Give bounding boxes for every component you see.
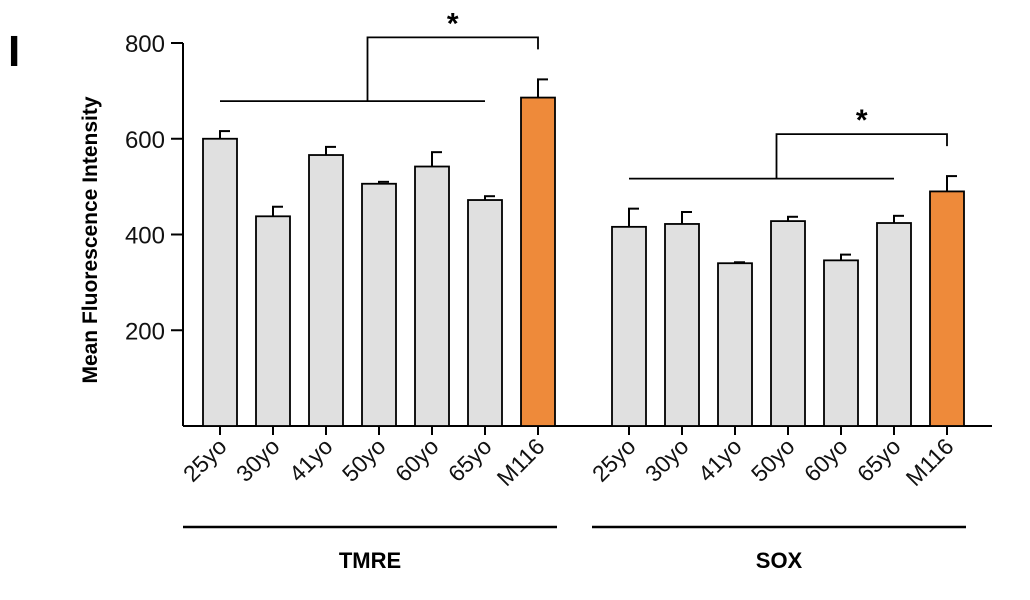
bar [414, 165, 450, 427]
bar [255, 215, 291, 427]
x-tick-label: M116 [901, 433, 959, 491]
x-tick-label: 30yo [640, 433, 694, 487]
bar [929, 190, 965, 427]
x-tick-label: 25yo [587, 433, 641, 487]
bar [467, 199, 503, 427]
x-tick-label: 25yo [178, 433, 232, 487]
x-tick-label: 60yo [799, 433, 853, 487]
bar [202, 137, 238, 427]
x-tick-label: M116 [492, 433, 550, 491]
bar [876, 222, 912, 427]
bar [308, 154, 344, 427]
y-tick-label: 400 [125, 223, 165, 250]
significance-star: * [856, 104, 868, 137]
significance-bracket [775, 133, 948, 179]
x-tick-label: 41yo [284, 433, 338, 487]
significance-brackets: ** [220, 7, 948, 180]
significance-bracket [366, 36, 539, 102]
bar [717, 262, 753, 427]
x-tick-label: 65yo [443, 433, 497, 487]
y-tick-label: 200 [125, 318, 165, 345]
group-label: SOX [756, 548, 803, 573]
y-tick-label: 600 [125, 127, 165, 154]
bar [823, 259, 859, 427]
x-tick-label: 30yo [231, 433, 285, 487]
y-axis-label: Mean Fluorescence Intensity [79, 96, 102, 383]
bar [520, 96, 556, 427]
x-tick-label: 65yo [852, 433, 906, 487]
group-labels: TMRE SOX [183, 525, 966, 573]
bar [770, 220, 806, 427]
x-tick-label: 41yo [693, 433, 747, 487]
significance-star: * [447, 7, 459, 40]
x-tick-label: 60yo [390, 433, 444, 487]
bar [361, 182, 397, 427]
x-tick-label: 50yo [746, 433, 800, 487]
y-ticks: 200 400 600 800 [125, 31, 183, 345]
bar [611, 225, 647, 427]
y-tick-label: 800 [125, 31, 165, 58]
group-label: TMRE [339, 548, 401, 573]
bar [664, 223, 700, 427]
bars [202, 78, 965, 427]
x-tick-label: 50yo [337, 433, 391, 487]
panel-label: I [8, 27, 20, 76]
